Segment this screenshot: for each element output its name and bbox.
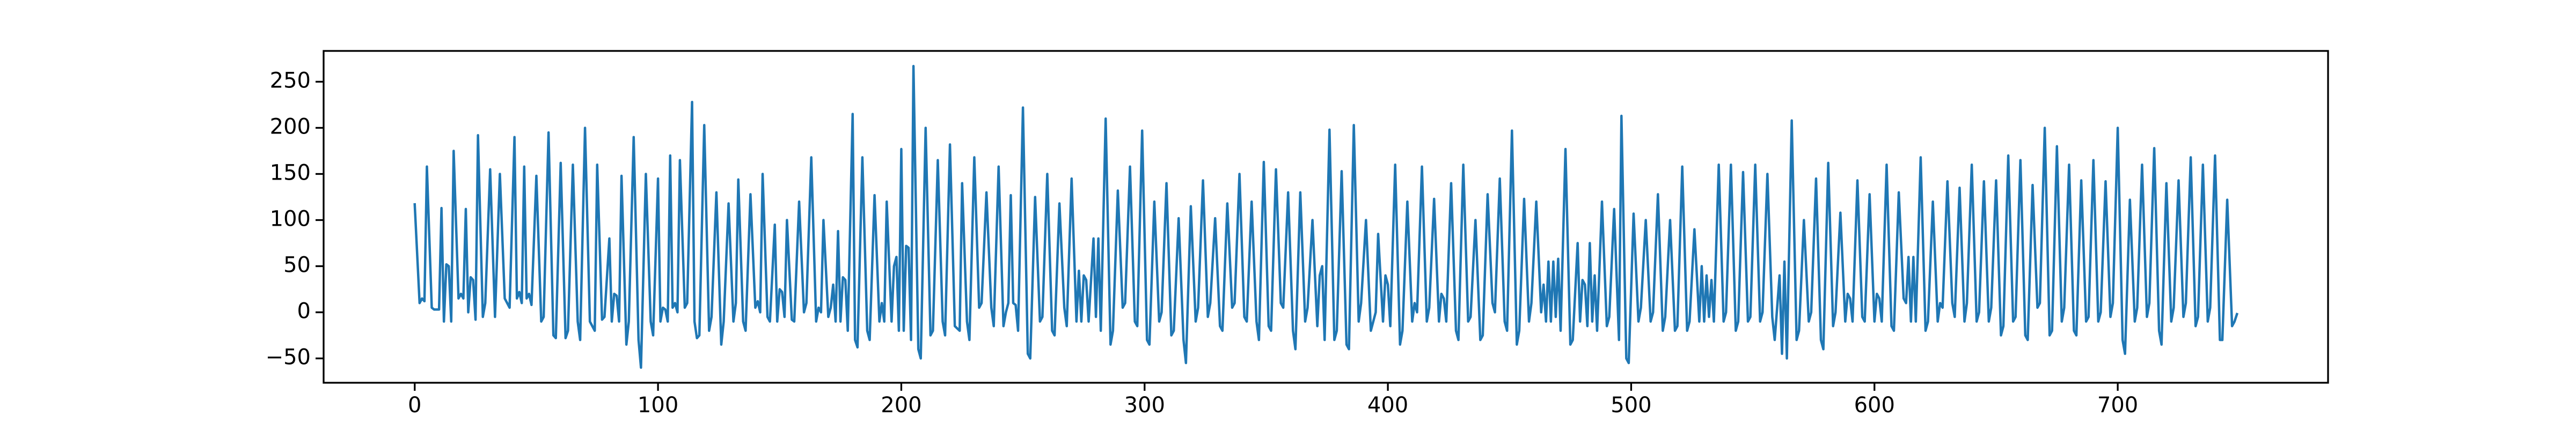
y-tick-label: 0 bbox=[297, 299, 311, 324]
x-tick-label: 700 bbox=[2097, 393, 2138, 418]
y-tick-label: 100 bbox=[270, 207, 311, 232]
y-tick-label: 250 bbox=[270, 68, 311, 93]
y-tick-label: 50 bbox=[283, 253, 311, 278]
x-tick-label: 300 bbox=[1124, 393, 1165, 418]
x-tick-label: 100 bbox=[638, 393, 678, 418]
x-tick-label: 400 bbox=[1367, 393, 1408, 418]
y-tick-label: 200 bbox=[270, 114, 311, 139]
x-tick-label: 0 bbox=[408, 393, 421, 418]
x-tick-label: 200 bbox=[881, 393, 921, 418]
line-series bbox=[413, 64, 2239, 369]
y-tick-label: 150 bbox=[270, 161, 311, 185]
x-tick-label: 600 bbox=[1854, 393, 1895, 418]
x-tick-label: 500 bbox=[1611, 393, 1651, 418]
y-tick-label: −50 bbox=[266, 345, 311, 370]
plot-frame bbox=[323, 50, 2329, 384]
